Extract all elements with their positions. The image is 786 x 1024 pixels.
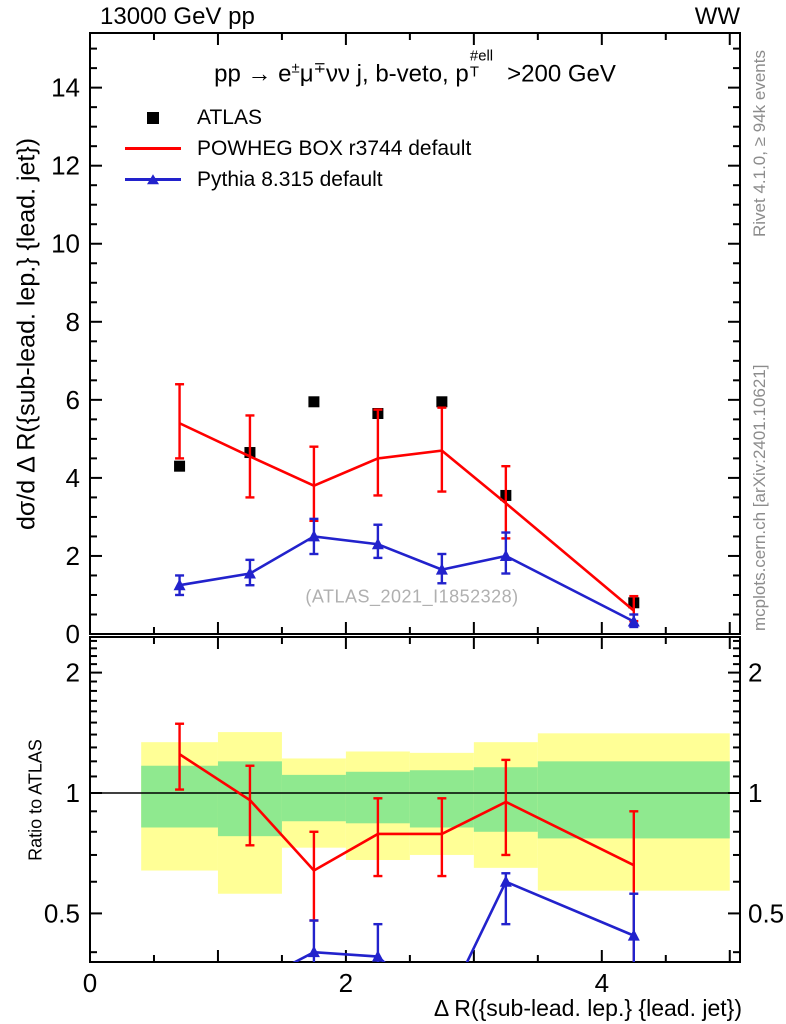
svg-text:0: 0 [66, 619, 80, 649]
title-segment: #ell T [469, 48, 494, 81]
legend-item: ATLAS [122, 102, 471, 133]
title-segment: pp [214, 60, 248, 88]
svg-text:0.5: 0.5 [748, 898, 784, 928]
svg-text:2: 2 [66, 658, 80, 688]
svg-text:4: 4 [66, 463, 80, 493]
svg-text:0.5: 0.5 [44, 898, 80, 928]
svg-text:14: 14 [51, 73, 80, 103]
legend-label: ATLAS [197, 105, 262, 129]
svg-text:6: 6 [66, 385, 80, 415]
rivet-version-note: Rivet 4.1.0, ≥ 94k events [750, 50, 769, 237]
line-marker-icon [122, 139, 184, 159]
svg-text:2: 2 [339, 968, 353, 998]
svg-text:2: 2 [66, 541, 80, 571]
title-segment: ∓ [313, 60, 326, 77]
svg-text:1: 1 [748, 778, 762, 808]
legend: ATLAS POWHEG BOX r3744 default Pythia 8.31… [122, 102, 471, 195]
title-segment: e [278, 60, 292, 88]
svg-text:1: 1 [66, 778, 80, 808]
svg-text:8: 8 [66, 307, 80, 337]
x-axis-title: Δ R({sub-lead. lep.} {lead. jet}) [433, 995, 742, 1021]
square-marker-icon [122, 108, 184, 128]
line-triangle-marker-icon [122, 170, 184, 190]
svg-text:0: 0 [83, 968, 97, 998]
svg-text:12: 12 [51, 151, 80, 181]
mcplots-arxiv-note: mcplots.cern.ch [arXiv:2401.10621] [750, 364, 769, 631]
title-segment: >200 GeV [507, 60, 616, 88]
legend-item: Pythia 8.315 default [122, 164, 471, 195]
svg-text:10: 10 [51, 229, 80, 259]
svg-text:4: 4 [595, 968, 609, 998]
main-y-axis-title: dσ/d Δ R({sub-lead. lep.} {lead. jet}) [12, 137, 41, 531]
title-segment: μ [299, 60, 314, 88]
title-segment: νν j, b-veto, p [326, 60, 469, 88]
title-segment: ± [291, 60, 300, 77]
legend-item: POWHEG BOX r3744 default [122, 133, 471, 164]
title-segment: → [247, 60, 279, 88]
beam-energy-label: 13000 GeV pp [100, 3, 255, 30]
legend-label: Pythia 8.315 default [197, 167, 383, 191]
ratio-y-axis-title: Ratio to ATLAS [25, 739, 46, 861]
svg-text:2: 2 [748, 658, 762, 688]
process-label: WW [694, 3, 740, 30]
plot-title: pp → e±μ∓νν j, b-veto, p #ell T >200 GeV [214, 48, 616, 89]
analysis-watermark: (ATLAS_2021_I1852328) [305, 586, 519, 607]
legend-label: POWHEG BOX r3744 default [197, 136, 472, 160]
